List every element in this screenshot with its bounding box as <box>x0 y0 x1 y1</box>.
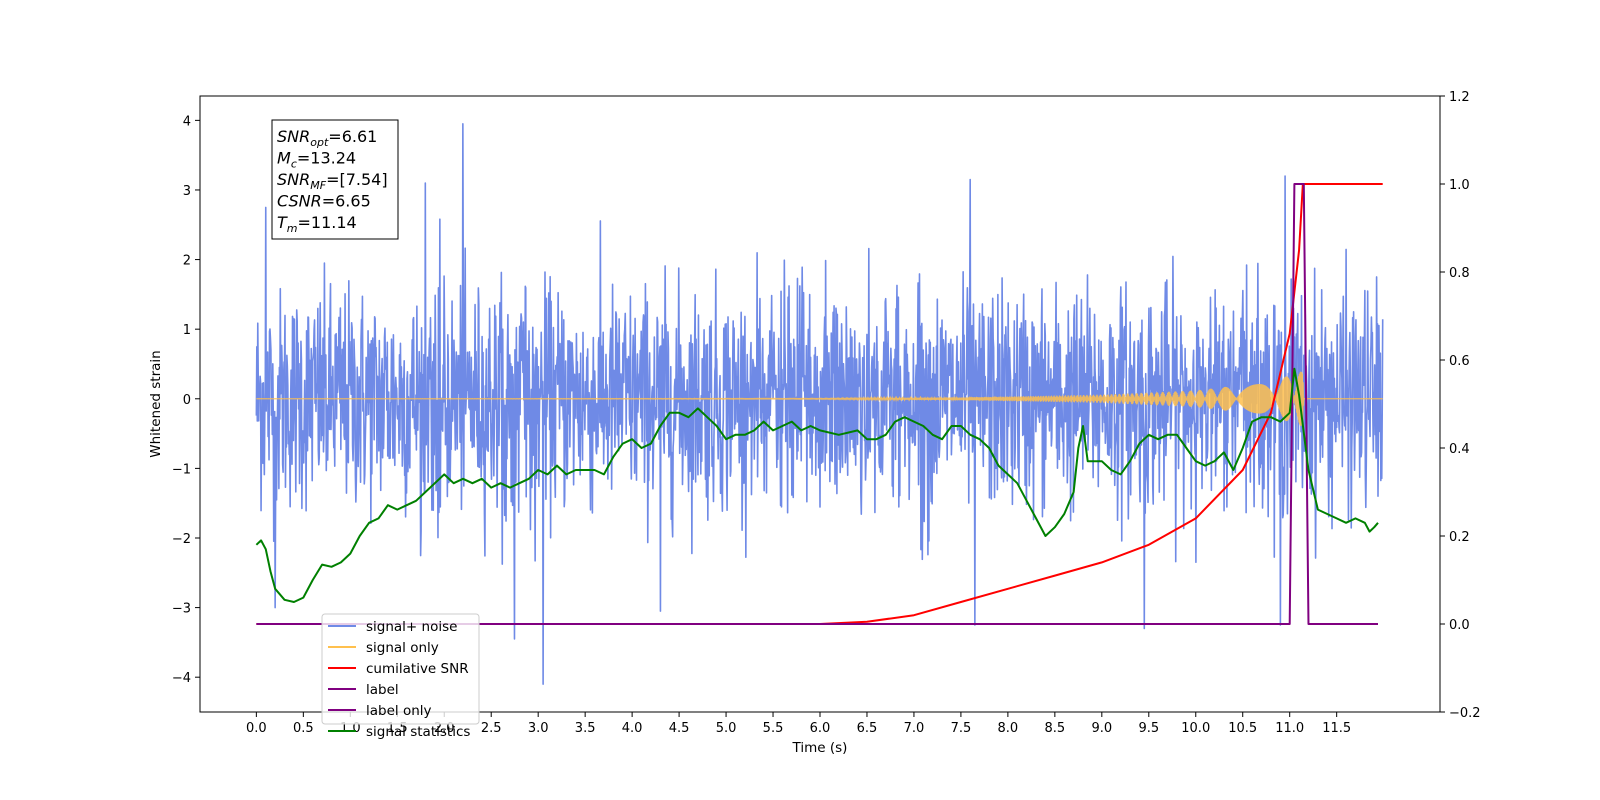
legend-label: label only <box>366 703 432 719</box>
x-tick-label: 6.0 <box>810 721 831 736</box>
x-tick-label: 9.0 <box>1091 721 1112 736</box>
y-right-tick-label: 0.4 <box>1449 442 1470 457</box>
x-axis: 0.0 0.5 1.0 1.5 2.0 2.5 3.0 3.5 4.0 4.5 5.0 5.5 6.0 6… <box>246 712 1351 736</box>
x-tick-label: 0.5 <box>293 721 314 736</box>
y-right-tick-label: 0.8 <box>1449 266 1470 281</box>
x-tick-label: 7.5 <box>951 721 972 736</box>
x-tick-label: 11.5 <box>1322 721 1351 736</box>
legend-label: signal+ noise <box>366 619 457 635</box>
x-tick-label: 8.5 <box>1045 721 1066 736</box>
y-left-tick-label: −2 <box>172 532 191 547</box>
x-tick-label: 2.0 <box>434 721 455 736</box>
y-right-tick-label: 0.2 <box>1449 530 1470 545</box>
legend-label: label <box>366 682 399 698</box>
x-tick-label: 4.5 <box>669 721 690 736</box>
x-tick-label: 8.0 <box>998 721 1019 736</box>
annotation-line: SNRopt=6.61 <box>277 127 377 149</box>
annotation-line: Tm=11.14 <box>277 213 357 235</box>
y-right-tick-label: 1.0 <box>1449 178 1470 193</box>
y-axis-left: −4 −3 −2 −1 0 1 2 3 4 <box>172 114 200 686</box>
right-axis-series <box>255 183 1383 625</box>
x-tick-label: 9.5 <box>1138 721 1159 736</box>
x-tick-label: 1.5 <box>387 721 408 736</box>
annotation-line: Mc=13.24 <box>277 149 356 171</box>
annotation-line: CSNR=6.65 <box>277 192 371 211</box>
x-tick-label: 10.5 <box>1228 721 1257 736</box>
legend-label: cumilative SNR <box>366 661 469 677</box>
y-right-tick-label: 1.2 <box>1449 90 1470 105</box>
x-tick-label: 10.0 <box>1181 721 1210 736</box>
signal-only-line <box>256 371 1383 426</box>
x-tick-label: 2.5 <box>481 721 502 736</box>
y-left-tick-label: −4 <box>172 671 191 686</box>
y-left-tick-label: 0 <box>183 393 191 408</box>
cumulative-snr-line <box>256 183 1383 625</box>
x-tick-label: 5.5 <box>763 721 784 736</box>
y-left-tick-label: −1 <box>172 462 191 477</box>
x-tick-label: 3.0 <box>528 721 549 736</box>
y-right-tick-label: 0.0 <box>1449 618 1470 633</box>
y-left-tick-label: 3 <box>183 184 191 199</box>
legend: signal+ noise signal only cumilative SNR la… <box>321 613 480 740</box>
x-tick-label: 6.5 <box>857 721 878 736</box>
annotation-line: SNRMF=[7.54] <box>277 170 388 192</box>
y-axis-right: −0.2 0.0 0.2 0.4 0.6 0.8 1.0 1.2 <box>1440 90 1481 721</box>
annotation-frame <box>271 119 399 240</box>
label-line <box>256 183 1378 625</box>
y-left-tick-label: −3 <box>172 602 191 617</box>
x-tick-label: 7.0 <box>904 721 925 736</box>
x-tick-label: 5.0 <box>716 721 737 736</box>
stats-annotation-box: SNRopt=6.61Mc=13.24SNRMF=[7.54]CSNR=6.65… <box>271 119 399 240</box>
series-signal-noise <box>255 123 1384 685</box>
x-tick-label: 1.0 <box>340 721 361 736</box>
x-axis-title: Time (s) <box>792 740 848 756</box>
signal-statistics-line <box>255 367 1379 603</box>
signal-noise-line <box>255 123 1384 685</box>
y-right-tick-label: 0.6 <box>1449 354 1470 369</box>
legend-frame <box>321 613 480 725</box>
y-left-tick-label: 1 <box>183 323 191 338</box>
legend-label: signal only <box>366 640 439 656</box>
x-tick-label: 11.0 <box>1275 721 1304 736</box>
x-tick-label: 3.5 <box>575 721 596 736</box>
x-tick-label: 0.0 <box>246 721 267 736</box>
series-signal-only <box>256 371 1383 426</box>
y-left-tick-label: 2 <box>183 254 191 269</box>
x-tick-label: 4.0 <box>622 721 643 736</box>
y-left-tick-label: 4 <box>183 114 191 129</box>
y-axis-title: Whitened strain <box>148 350 164 457</box>
legend-label: signal statistics <box>366 724 470 740</box>
y-right-tick-label: −0.2 <box>1449 706 1481 721</box>
